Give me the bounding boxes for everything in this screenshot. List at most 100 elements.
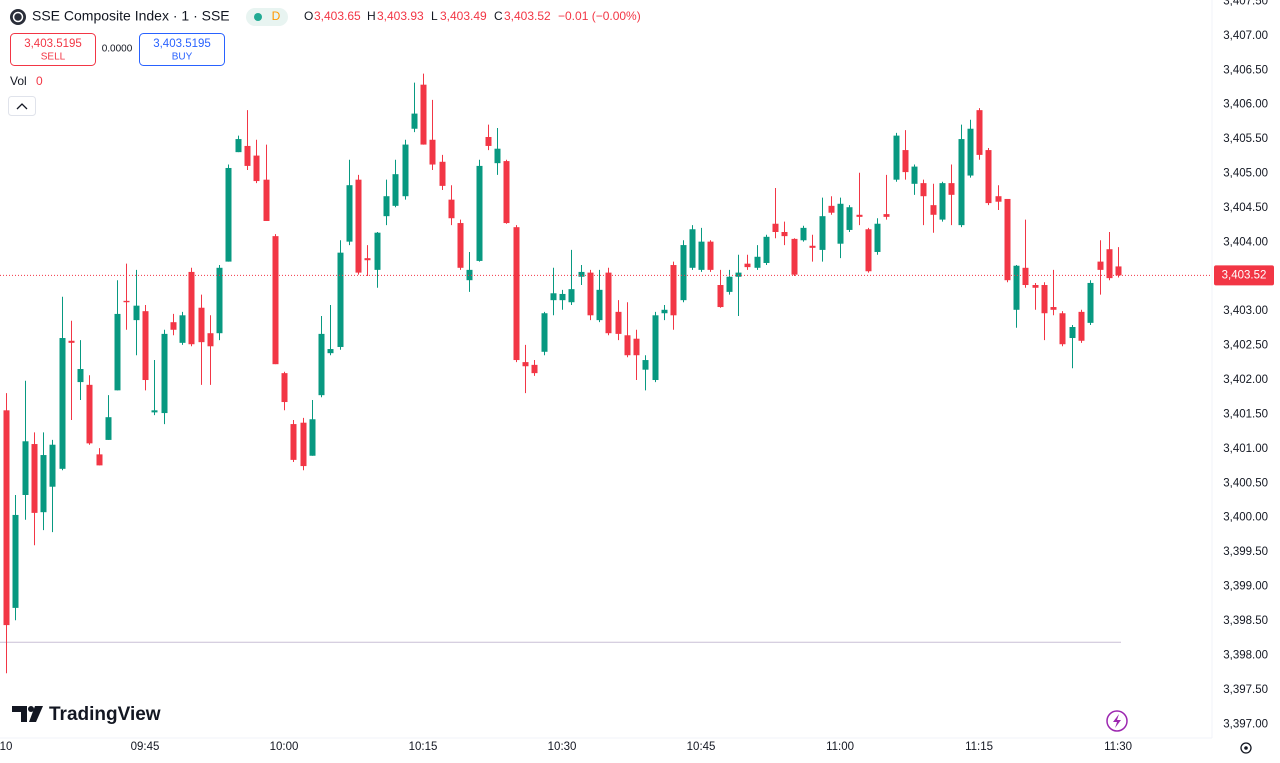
sell-button[interactable] — [10, 33, 96, 66]
x-tick-label: 10:45 — [687, 741, 716, 753]
candle-body — [939, 183, 946, 220]
candle-body — [170, 322, 177, 330]
status-dot — [254, 13, 262, 21]
x-tick-label: 10:15 — [409, 741, 438, 753]
candle-body — [1087, 282, 1094, 323]
symbol-title[interactable]: SSE Composite Index · 1 · SSE — [32, 8, 230, 24]
brand-logo-a — [12, 706, 27, 722]
y-tick-label: 3,399.00 — [1223, 581, 1268, 593]
candle-body — [22, 441, 29, 495]
y-tick-label: 3,407.50 — [1223, 0, 1268, 7]
candle-body — [346, 185, 353, 242]
candle-body — [457, 223, 464, 268]
ohlc-value: 3,403.49 — [440, 9, 487, 23]
candle-body — [1059, 313, 1066, 345]
candle-body — [652, 315, 659, 381]
candle-body — [318, 333, 325, 396]
candle-body — [967, 128, 974, 176]
candle-body — [707, 241, 714, 270]
delay-badge: D — [272, 9, 281, 23]
ohlc-key: C — [494, 9, 503, 23]
sell-price: 3,403.5195 — [24, 38, 82, 50]
candle-body — [948, 183, 955, 195]
y-tick-label: 3,402.50 — [1223, 340, 1268, 352]
candle-body — [680, 245, 687, 301]
candle-body — [142, 311, 149, 381]
candle-body — [272, 236, 279, 365]
candle-body — [856, 214, 863, 217]
x-tick-label: 11:15 — [965, 741, 993, 753]
candle-body — [327, 349, 334, 354]
collapse-button[interactable] — [8, 96, 36, 116]
candle-body — [1078, 311, 1085, 341]
candle-body — [985, 150, 992, 204]
ohlc-key: O — [304, 9, 313, 23]
change-label: −0.01 (−0.00%) — [558, 9, 641, 23]
y-tick-label: 3,403.00 — [1223, 305, 1268, 317]
ohlc-value: 3,403.65 — [314, 9, 361, 23]
candle-body — [1106, 249, 1113, 279]
candle-body — [550, 293, 557, 301]
candle-body — [105, 417, 112, 440]
candle-body — [133, 305, 140, 321]
candle-body — [865, 229, 872, 272]
ohlc-key: L — [431, 9, 438, 23]
y-tick-label: 3,405.50 — [1223, 133, 1268, 145]
candle-body — [49, 444, 56, 487]
y-tick-label: 3,405.00 — [1223, 168, 1268, 180]
candle-body — [1041, 285, 1048, 314]
candle-body — [374, 232, 381, 270]
candle-body — [568, 289, 575, 303]
candle-body — [96, 454, 103, 466]
y-tick-label: 3,397.50 — [1223, 684, 1268, 696]
settings-button[interactable] — [1240, 742, 1252, 754]
y-tick-label: 3,400.00 — [1223, 512, 1268, 524]
x-tick-label: 09:45 — [131, 741, 160, 753]
candle-body — [513, 227, 520, 361]
candle-body — [717, 285, 724, 308]
candle-body — [578, 271, 585, 277]
ohlc-value: 3,403.52 — [504, 9, 551, 23]
candle-body — [485, 136, 492, 146]
candle-body — [930, 205, 937, 215]
buy-label: BUY — [172, 52, 193, 63]
candle-body — [800, 227, 807, 241]
candle-body — [59, 338, 66, 469]
candle-body — [466, 269, 473, 281]
candle-body — [392, 174, 399, 206]
symbol-icon[interactable] — [10, 9, 26, 25]
x-tick-label: 11:30 — [1104, 741, 1132, 753]
buy-button[interactable] — [139, 33, 225, 66]
candle-body — [846, 207, 853, 230]
status-badge[interactable] — [246, 8, 288, 26]
symbol-icon-ring — [12, 11, 24, 23]
y-tick-label: 3,398.50 — [1223, 615, 1268, 627]
candle-body — [1022, 267, 1029, 286]
candle-body — [754, 256, 761, 268]
candle-body — [161, 333, 168, 414]
candle-body — [615, 311, 622, 334]
candle-body — [1050, 307, 1057, 310]
candle-body — [1097, 261, 1104, 270]
candle-body — [179, 315, 186, 343]
candle-body — [263, 179, 270, 221]
candle-body — [874, 223, 881, 252]
candle-body — [31, 444, 38, 513]
candle-body — [958, 139, 965, 226]
y-tick-label: 3,397.00 — [1223, 718, 1268, 730]
candle-body — [689, 229, 696, 268]
candle-body — [12, 514, 19, 608]
candle-body — [828, 205, 835, 213]
ohlc-value: 3,403.93 — [377, 9, 424, 23]
candle-body — [337, 252, 344, 347]
candle-body — [995, 196, 1002, 202]
candle-body — [661, 309, 668, 314]
candle-body — [624, 335, 631, 356]
y-tick-label: 3,401.50 — [1223, 408, 1268, 420]
y-tick-label: 3,406.00 — [1223, 99, 1268, 111]
y-tick-label: 3,398.00 — [1223, 649, 1268, 661]
spread: 0.0000 — [102, 44, 133, 55]
lightning-icon — [1113, 714, 1121, 728]
candle-body — [531, 364, 538, 374]
